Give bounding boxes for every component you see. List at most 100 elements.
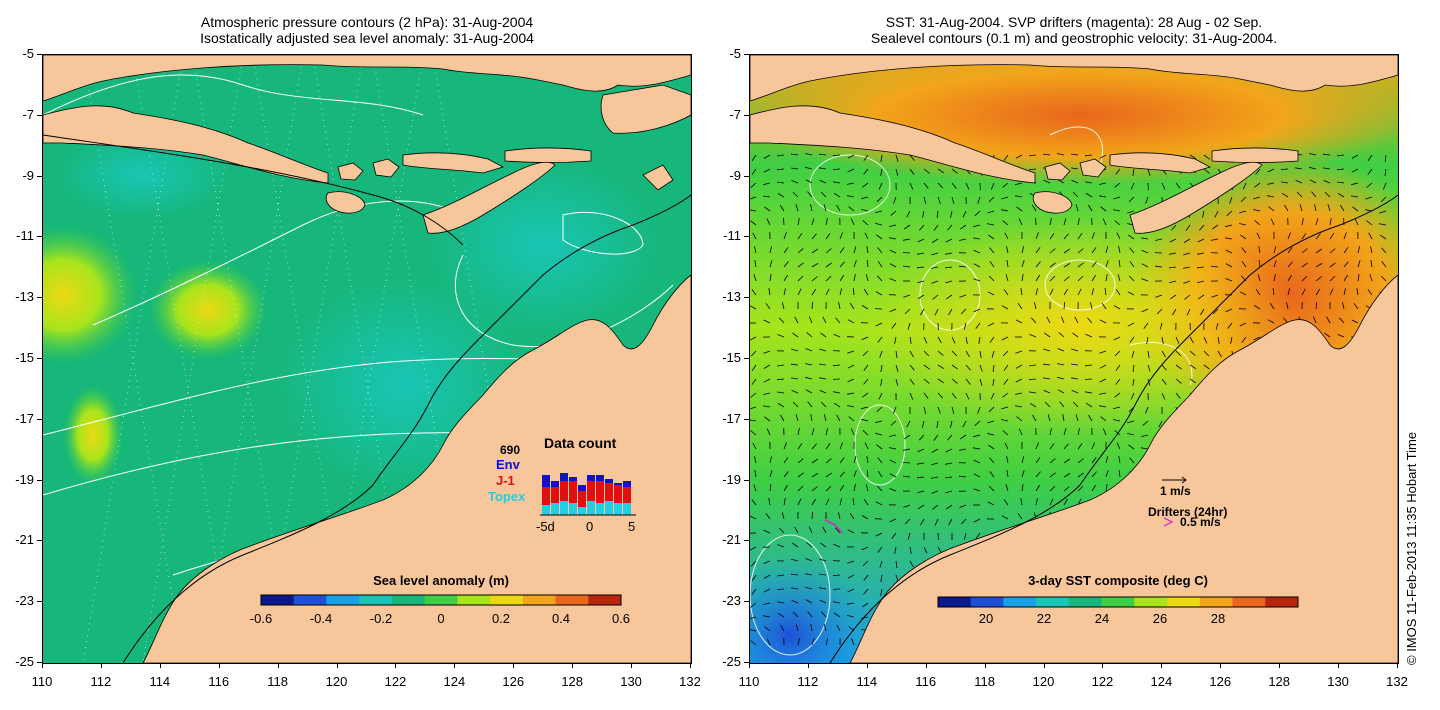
velocity-arrow bbox=[1084, 378, 1093, 380]
velocity-arrow bbox=[1200, 308, 1205, 316]
velocity-arrow bbox=[974, 420, 981, 426]
velocity-arrow bbox=[1226, 210, 1233, 216]
velocity-arrow bbox=[1016, 416, 1023, 422]
velocity-arrow bbox=[951, 392, 957, 399]
velocity-arrow bbox=[1351, 319, 1359, 324]
north-islands-r bbox=[750, 55, 1398, 102]
x-tick-label: 130 bbox=[620, 674, 642, 689]
drifter-legend-title: Drifters (24hr) bbox=[1148, 505, 1228, 519]
velocity-arrow bbox=[1127, 322, 1135, 327]
velocity-arrow bbox=[979, 364, 983, 372]
velocity-arrow bbox=[992, 378, 995, 386]
velocity-arrow bbox=[1354, 218, 1359, 226]
data-count-bar bbox=[614, 483, 622, 485]
colorbar-tick-label: -0.4 bbox=[309, 611, 333, 626]
velocity-arrow bbox=[1169, 252, 1177, 255]
right-colorbar-svg bbox=[937, 596, 1299, 608]
velocity-arrow bbox=[1057, 348, 1065, 352]
velocity-arrow bbox=[819, 389, 827, 394]
y-tick-mark bbox=[744, 418, 749, 420]
x-tick-label: 124 bbox=[1150, 674, 1173, 689]
velocity-arrow bbox=[848, 206, 855, 212]
velocity-arrow bbox=[1006, 246, 1009, 254]
y-tick-label: -13 bbox=[15, 289, 34, 305]
data-count-bar bbox=[614, 503, 622, 515]
velocity-arrow bbox=[931, 238, 939, 243]
velocity-arrow bbox=[825, 248, 832, 254]
velocity-arrow bbox=[951, 406, 955, 414]
velocity-arrow bbox=[919, 224, 925, 231]
velocity-arrow bbox=[1077, 485, 1084, 492]
velocity-arrow bbox=[833, 192, 841, 198]
velocity-arrow bbox=[917, 504, 925, 510]
velocity-arrow bbox=[895, 350, 898, 358]
velocity-arrow bbox=[781, 302, 785, 310]
velocity-arrow bbox=[783, 457, 789, 464]
velocity-arrow bbox=[903, 265, 911, 268]
colorbar-tick-label: 24 bbox=[1094, 611, 1110, 626]
velocity-arrow bbox=[990, 392, 995, 400]
velocity-arrow bbox=[1239, 291, 1247, 296]
velocity-arrow bbox=[1324, 191, 1331, 198]
velocity-arrow bbox=[790, 363, 799, 366]
velocity-arrow bbox=[819, 587, 827, 590]
velocity-arrow bbox=[937, 364, 945, 370]
velocity-arrow bbox=[1217, 336, 1220, 344]
velocity-arrow bbox=[1270, 218, 1275, 226]
velocity-arrow bbox=[777, 364, 785, 367]
velocity-arrow bbox=[1035, 457, 1041, 464]
velocity-arrow bbox=[923, 196, 927, 204]
velocity-arrow bbox=[1071, 363, 1079, 366]
velocity-arrow bbox=[1101, 302, 1107, 310]
velocity-arrow bbox=[797, 428, 800, 436]
velocity-arrow bbox=[791, 167, 799, 170]
velocity-arrow bbox=[1186, 308, 1191, 316]
velocity-arrow bbox=[1021, 456, 1025, 464]
x-tick-label: 128 bbox=[1268, 674, 1291, 689]
velocity-arrow bbox=[1351, 154, 1359, 159]
x-tick-label: 130 bbox=[1327, 674, 1349, 689]
velocity-arrow bbox=[1087, 317, 1093, 324]
velocity-arrow bbox=[811, 486, 818, 492]
velocity-arrow bbox=[965, 350, 970, 358]
velocity-arrow bbox=[777, 154, 785, 157]
velocity-arrow bbox=[876, 196, 883, 203]
velocity-arrow bbox=[750, 196, 757, 200]
velocity-arrow bbox=[916, 266, 925, 269]
y-tick-mark bbox=[744, 297, 749, 299]
velocity-arrow bbox=[1118, 246, 1121, 254]
velocity-arrow bbox=[909, 154, 915, 161]
velocity-arrow bbox=[751, 560, 757, 567]
velocity-arrow bbox=[1365, 196, 1373, 200]
velocity-arrow bbox=[1155, 294, 1163, 298]
velocity-arrow bbox=[1254, 182, 1261, 188]
velocity-arrow bbox=[1091, 288, 1094, 296]
velocity-arrow bbox=[1129, 261, 1135, 268]
velocity-arrow bbox=[847, 168, 855, 173]
australia-right bbox=[849, 274, 1398, 663]
velocity-arrow bbox=[861, 196, 869, 200]
y-tick-mark bbox=[37, 236, 42, 238]
velocity-arrow bbox=[819, 153, 827, 156]
timor bbox=[422, 161, 556, 234]
velocity-arrow bbox=[862, 182, 869, 188]
velocity-arrow bbox=[917, 280, 925, 284]
data-count-bar bbox=[551, 487, 559, 503]
velocity-arrow bbox=[1159, 322, 1163, 330]
x-tick-mark bbox=[100, 663, 102, 668]
colorbar-segment bbox=[1265, 597, 1299, 607]
velocity-arrow bbox=[895, 168, 899, 176]
velocity-arrow bbox=[917, 490, 925, 494]
velocity-arrow bbox=[1077, 472, 1084, 478]
data-count-j1: J-1 bbox=[496, 473, 515, 488]
velocity-arrow bbox=[965, 378, 971, 385]
x-tick-label: 114 bbox=[856, 674, 878, 689]
velocity-arrow bbox=[1044, 401, 1051, 408]
colorbar-segment bbox=[293, 595, 327, 605]
velocity-arrow bbox=[903, 434, 911, 440]
velocity-arrow bbox=[777, 403, 785, 408]
velocity-arrow bbox=[1267, 195, 1275, 198]
velocity-arrow bbox=[778, 527, 785, 534]
velocity-arrow bbox=[1015, 405, 1023, 408]
velocity-arrow bbox=[931, 280, 939, 284]
